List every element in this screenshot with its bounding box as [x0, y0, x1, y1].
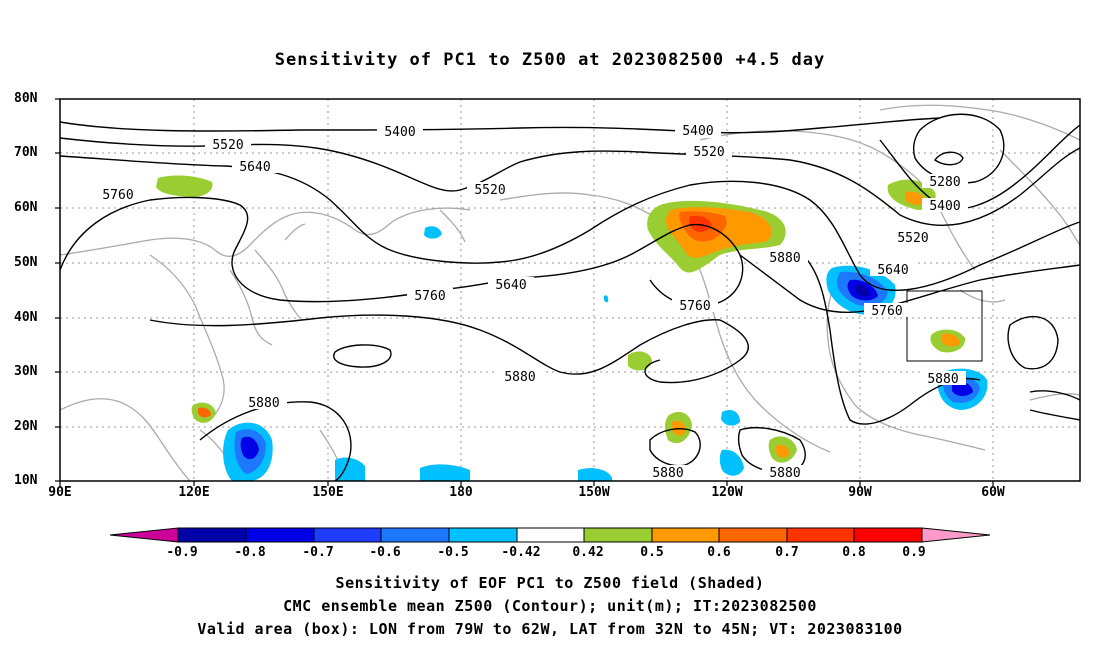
- shade-neg-tropic-d: [420, 464, 470, 481]
- contour-label: 5880: [769, 466, 800, 481]
- contour-label: 5520: [212, 138, 243, 153]
- tick-marks: [55, 98, 994, 486]
- colorbar-swatch: [786, 527, 855, 543]
- colorbar-swatch: [516, 527, 585, 543]
- shade-neg-tropic-e: [335, 457, 365, 481]
- map-frame: [59, 98, 1081, 482]
- colorbar-swatch: [109, 527, 179, 543]
- colorbar-tick-label: -0.8: [234, 545, 266, 560]
- colorbar-swatch: [245, 527, 315, 543]
- colorbar-tick-label: 0.5: [640, 545, 664, 560]
- contour-label: 5880: [769, 251, 800, 266]
- lon-label: 120W: [711, 485, 743, 500]
- colorbar-tick-label: -0.42: [501, 545, 541, 560]
- colorbar-swatch: [651, 527, 720, 543]
- lat-label: 60N: [14, 200, 38, 215]
- colorbar-tick-label: 0.42: [572, 545, 604, 560]
- shade-pos-alaska-red: [689, 215, 712, 233]
- colorbar-tick-label: 0.7: [775, 545, 799, 560]
- figure-title: Sensitivity of PC1 to Z500 at 2023082500…: [274, 50, 826, 70]
- grid-lines: [60, 99, 1080, 481]
- caption-line-3: Valid area (box): LON from 79W to 62W, L…: [197, 620, 903, 638]
- colorbar-tick-label: 0.8: [842, 545, 866, 560]
- contour-label-group: 5400 5400 5520 5520 5520 5520 5640 5640 …: [95, 124, 968, 481]
- shade-neg-greatlakes-core: [856, 284, 870, 297]
- lon-label: 90W: [848, 485, 872, 500]
- colorbar-tick-label: -0.9: [166, 545, 198, 560]
- contour-label: 5880: [927, 372, 958, 387]
- contour-label: 5640: [495, 278, 526, 293]
- lon-label: 90E: [48, 485, 72, 500]
- contour-label: 5880: [652, 466, 683, 481]
- shade-pos-greenland-orange: [905, 191, 927, 205]
- shade-neg-tropic-a: [721, 410, 740, 426]
- lat-label: 10N: [14, 473, 38, 488]
- contour-label: 5400: [384, 125, 415, 140]
- contour-label: 5760: [871, 304, 902, 319]
- lat-label: 20N: [14, 419, 38, 434]
- colorbar-swatch: [853, 527, 923, 543]
- colorbar-tick-label: 0.9: [902, 545, 926, 560]
- contour-label: 5880: [504, 370, 535, 385]
- colorbar-tick-label: -0.7: [302, 545, 334, 560]
- lon-label: 120E: [178, 485, 210, 500]
- colorbar-swatch: [313, 527, 382, 543]
- shade-neg-philippine-dark: [240, 436, 259, 460]
- shade-pos-siberia: [156, 175, 213, 198]
- contour-label: 5760: [414, 289, 445, 304]
- contour-label: 5400: [929, 199, 960, 214]
- lon-label: 60W: [981, 485, 1005, 500]
- shade-pos-eastcoast-orange: [942, 333, 960, 347]
- lat-label: 30N: [14, 364, 38, 379]
- lat-label: 80N: [14, 91, 38, 106]
- lon-label: 150W: [578, 485, 610, 500]
- colorbar-swatch: [921, 527, 991, 543]
- colorbar: [109, 527, 991, 543]
- shade-neg-kamchatka: [424, 226, 442, 239]
- z500-contours: [59, 113, 1081, 482]
- colorbar-tick-label: -0.5: [437, 545, 469, 560]
- contour-label: 5640: [239, 160, 270, 175]
- colorbar-swatch: [177, 527, 247, 543]
- contour-label: 5400: [682, 124, 713, 139]
- colorbar-tick-label: -0.6: [369, 545, 401, 560]
- lat-label: 40N: [14, 310, 38, 325]
- contour-label: 5520: [897, 231, 928, 246]
- shade-pos-tropic-2-orange: [776, 444, 790, 458]
- lat-label: 70N: [14, 145, 38, 160]
- shade-pos-taiwan-orange: [198, 407, 211, 418]
- lon-label: 150E: [312, 485, 344, 500]
- valid-area-box: [906, 290, 983, 362]
- colorbar-tick-label: 0.6: [707, 545, 731, 560]
- caption-line-1: Sensitivity of EOF PC1 to Z500 field (Sh…: [335, 574, 765, 592]
- shade-neg-tropic-b: [719, 449, 744, 476]
- contour-label: 5520: [693, 145, 724, 160]
- sensitivity-shading: [156, 175, 988, 481]
- contour-label: 5280: [929, 175, 960, 190]
- colorbar-swatch: [583, 527, 653, 543]
- shade-pos-pacific-mid: [628, 351, 652, 371]
- caption-line-2: CMC ensemble mean Z500 (Contour); unit(m…: [283, 597, 817, 615]
- contour-label: 5760: [102, 188, 133, 203]
- contour-label: 5880: [248, 396, 279, 411]
- shade-neg-tropic-c: [578, 468, 612, 481]
- lat-label: 50N: [14, 255, 38, 270]
- contour-label: 5640: [877, 263, 908, 278]
- colorbar-swatch: [718, 527, 788, 543]
- colorbar-swatch: [380, 527, 450, 543]
- colorbar-swatch: [448, 527, 518, 543]
- contour-label: 5760: [679, 299, 710, 314]
- coastlines: [59, 104, 1081, 482]
- contour-label: 5520: [474, 183, 505, 198]
- lon-label: 180: [449, 485, 473, 500]
- shade-neg-tropic-f: [603, 295, 609, 303]
